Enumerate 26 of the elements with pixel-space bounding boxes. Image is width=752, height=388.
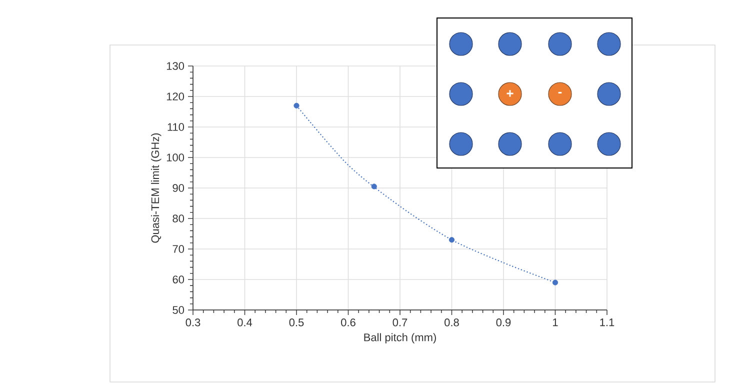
x-tick-label: 1.1 [600,318,614,326]
point [552,280,558,286]
x-tick-label: 0.9 [496,318,511,326]
point [371,184,377,190]
x-axis-title: Ball pitch (mm) [364,333,436,344]
x-tick-label: 0.8 [444,318,459,326]
annotation: - [558,92,562,94]
y-tick-label: 90 [172,184,184,192]
point [448,237,455,243]
y-tick-label: 130 [166,62,184,70]
x-tick-label: 0.4 [238,318,252,326]
x-tick-label: 1 [553,318,558,326]
x-tick-label: 0.6 [341,318,356,326]
y-tick-label: 50 [172,306,184,314]
x-tick-label: 0.5 [289,318,304,326]
annotation: + [506,90,514,97]
point [294,102,300,108]
y-axis-title: Quasi-TEM limit (GHz) [151,133,162,243]
y-tick-label: 80 [172,214,184,222]
x-tick-label: 0.3 [186,318,200,326]
y-tick-label: 110 [168,123,184,131]
x-tick-label: 0.7 [392,318,408,326]
y-tick-label: 100 [166,154,184,162]
y-tick-label: 120 [166,92,184,100]
y-tick-label: 70 [172,245,184,253]
y-tick-label: 60 [172,276,184,284]
